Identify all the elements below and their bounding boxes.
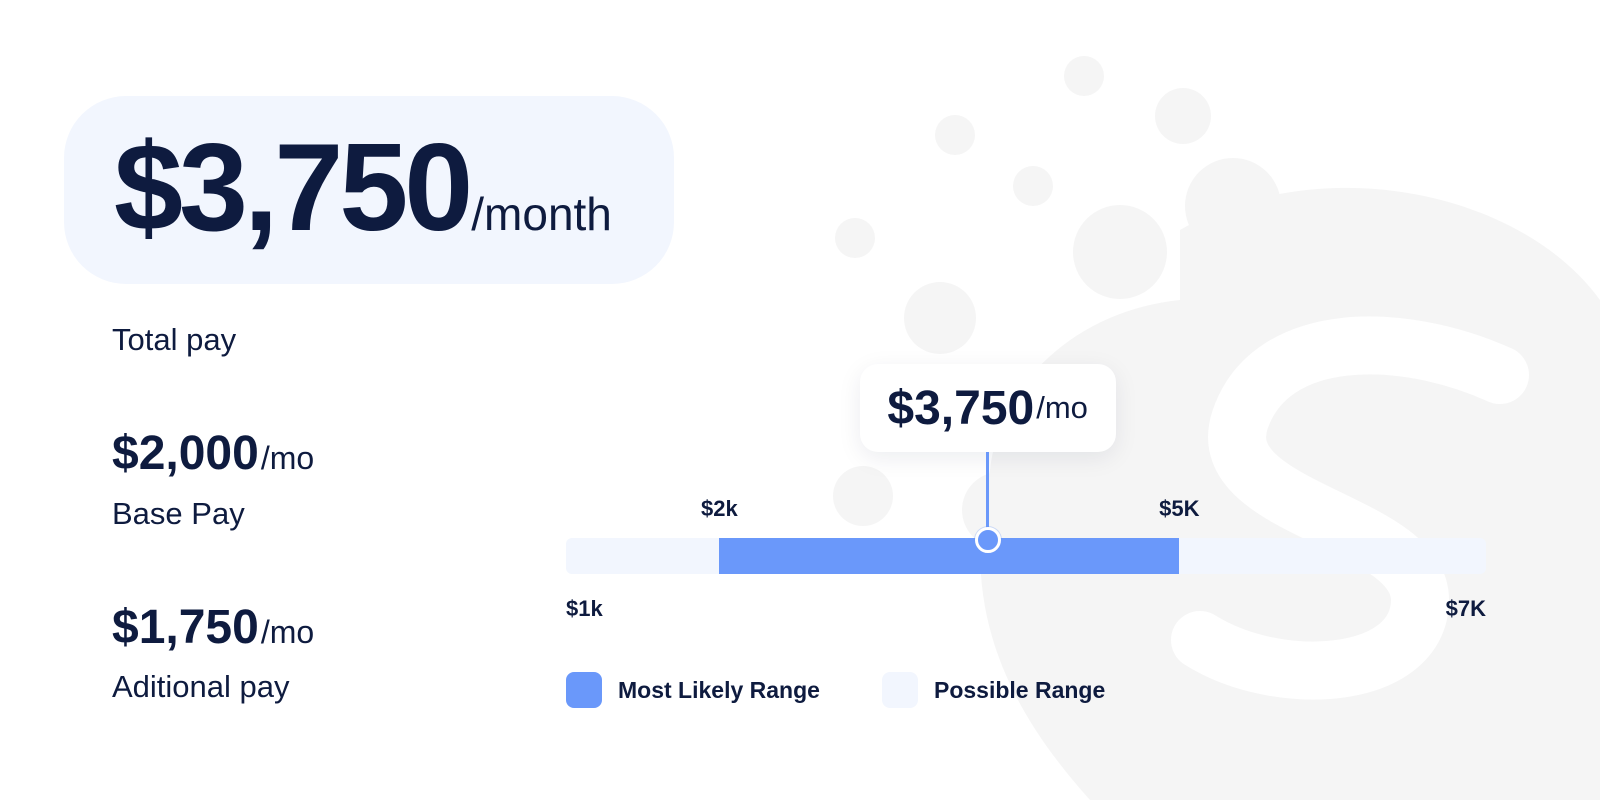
tooltip-amount: $3,750 bbox=[887, 381, 1035, 435]
legend-label-possible: Possible Range bbox=[934, 677, 1106, 703]
marker-tooltip: $3,750/mo bbox=[859, 364, 1116, 452]
marker-dot bbox=[974, 527, 1001, 553]
legend-swatch-possible bbox=[882, 672, 918, 708]
additional-pay-unit: /mo bbox=[260, 614, 315, 650]
legend-label-most-likely: Most Likely Range bbox=[618, 677, 820, 703]
total-pay-amount: $3,750/month bbox=[114, 119, 612, 257]
most-likely-range-bar bbox=[719, 538, 1180, 574]
tick-label-likely-max: $5K bbox=[1159, 496, 1200, 521]
base-pay-unit: /mo bbox=[260, 440, 315, 476]
base-pay-label: Base Pay bbox=[112, 496, 245, 531]
tick-label-likely-min: $2k bbox=[700, 496, 738, 521]
tick-label-range-max: $7K bbox=[1445, 596, 1486, 621]
total-pay-card: $3,750/month bbox=[64, 96, 674, 284]
total-pay-label: Total pay bbox=[112, 322, 237, 357]
total-pay-unit: /month bbox=[471, 188, 612, 240]
base-pay-amount: $2,000/mo bbox=[112, 427, 315, 480]
tooltip-unit: /mo bbox=[1036, 390, 1088, 425]
tick-label-range-min: $1k bbox=[566, 596, 603, 621]
legend-swatch-most-likely bbox=[566, 672, 602, 708]
additional-pay-amount: $1,750/mo bbox=[112, 601, 315, 654]
marker-stem bbox=[986, 452, 990, 536]
additional-pay-label: Aditional pay bbox=[112, 669, 290, 704]
